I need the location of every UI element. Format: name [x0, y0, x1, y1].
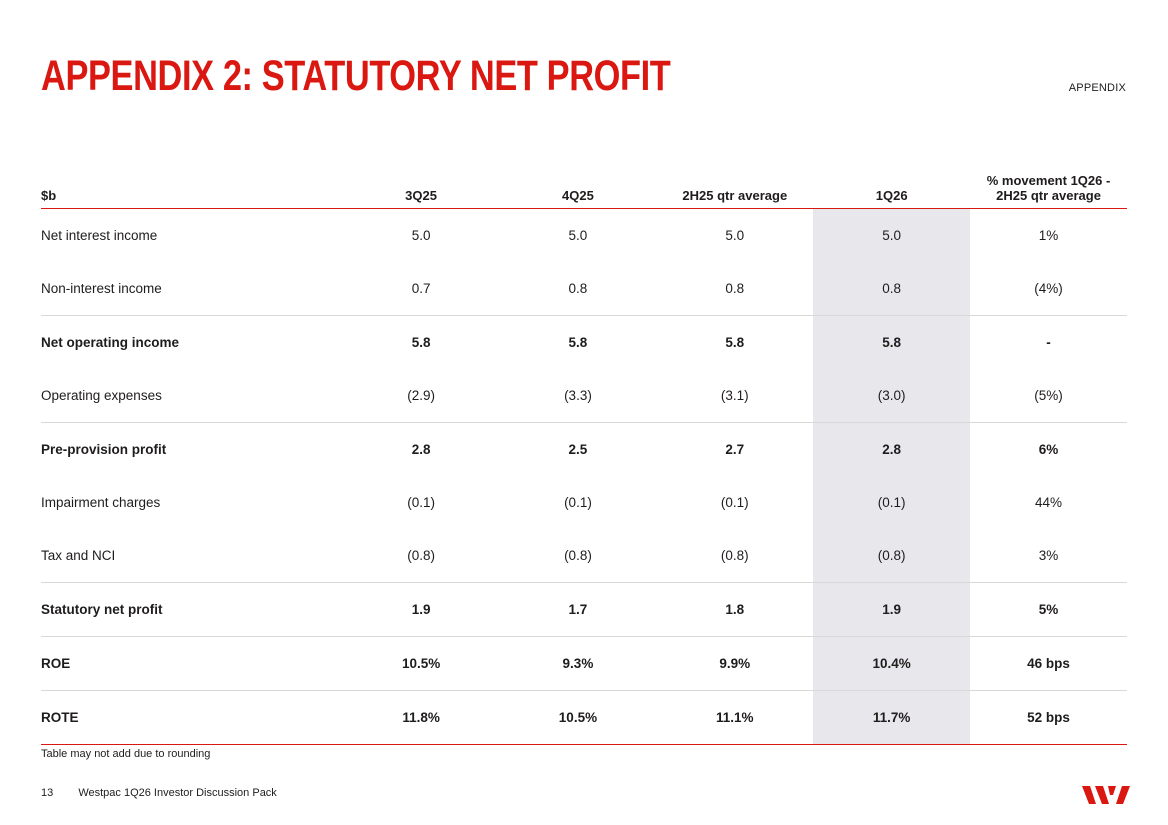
row-label: ROTE — [41, 690, 343, 745]
row-label: Statutory net profit — [41, 582, 343, 637]
row-label: Impairment charges — [41, 495, 161, 510]
column-header-3q25: 3Q25 — [342, 145, 500, 209]
row-label: Non-interest income — [41, 281, 162, 296]
cell-4q25: 0.8 — [568, 281, 588, 296]
table-row: ROTE 11.8% 10.5% 11.1% 11.7% 52 bps — [41, 690, 1127, 745]
cell-2h25-average: 5.0 — [725, 228, 745, 243]
cell-1q26: 5.0 — [813, 208, 971, 262]
cell-movement: (5%) — [1034, 388, 1063, 403]
cell-3q25: 0.7 — [411, 281, 431, 296]
table-row: Net interest income 5.0 5.0 5.0 5.0 1% — [41, 208, 1127, 262]
cell-movement: 52 bps — [970, 690, 1127, 745]
cell-1q26: 10.4% — [813, 636, 971, 691]
cell-2h25-average: 11.1% — [656, 690, 814, 745]
rounding-note: Table may not add due to rounding — [41, 748, 211, 760]
table-row: Statutory net profit 1.9 1.7 1.8 1.9 5% — [41, 582, 1127, 637]
cell-1q26: 11.7% — [813, 690, 971, 745]
page-title: APPENDIX 2: STATUTORY NET PROFIT — [41, 52, 671, 100]
document-title: Westpac 1Q26 Investor Discussion Pack — [78, 787, 277, 799]
cell-4q25: 9.3% — [499, 636, 657, 691]
cell-1q26: 0.8 — [813, 262, 971, 316]
cell-2h25-average: 9.9% — [656, 636, 814, 691]
cell-movement: (4%) — [1034, 281, 1063, 296]
table-row: Operating expenses (2.9) (3.3) (3.1) (3.… — [41, 369, 1127, 423]
column-header-units: $b — [41, 145, 343, 209]
footer: 13 Westpac 1Q26 Investor Discussion Pack — [41, 787, 277, 799]
table-header-row: $b 3Q25 4Q25 2H25 qtr average 1Q26 % mov… — [41, 145, 1127, 209]
row-label: ROE — [41, 636, 343, 691]
cell-1q26: (0.8) — [813, 529, 971, 583]
table-row: Impairment charges (0.1) (0.1) (0.1) (0.… — [41, 476, 1127, 529]
cell-movement: 1% — [1038, 228, 1059, 243]
cell-movement: 6% — [970, 422, 1127, 476]
cell-movement: 44% — [1035, 495, 1063, 510]
page-number: 13 — [41, 787, 54, 799]
cell-1q26: 5.8 — [813, 315, 971, 369]
cell-4q25: (0.8) — [564, 548, 592, 563]
cell-3q25: 5.8 — [342, 315, 500, 369]
cell-3q25: 1.9 — [342, 582, 500, 637]
row-label: Net operating income — [41, 315, 343, 369]
cell-1q26: (0.1) — [813, 476, 971, 529]
row-label: Pre-provision profit — [41, 422, 343, 476]
cell-1q26: 1.9 — [813, 582, 971, 637]
cell-2h25-average: 1.8 — [656, 582, 814, 637]
cell-4q25: (3.3) — [564, 388, 592, 403]
cell-3q25: 10.5% — [342, 636, 500, 691]
section-tag: APPENDIX — [1068, 82, 1126, 94]
cell-4q25: (0.1) — [564, 495, 592, 510]
cell-4q25: 10.5% — [499, 690, 657, 745]
cell-movement: - — [970, 315, 1127, 369]
column-header-movement: % movement 1Q26 - 2H25 qtr average — [970, 145, 1127, 209]
table-row: Tax and NCI (0.8) (0.8) (0.8) (0.8) 3% — [41, 529, 1127, 583]
column-header-1q26: 1Q26 — [813, 145, 971, 209]
cell-3q25: (0.8) — [407, 548, 435, 563]
cell-1q26: (3.0) — [813, 369, 971, 423]
column-header-4q25: 4Q25 — [499, 145, 657, 209]
cell-movement: 5% — [970, 582, 1127, 637]
cell-3q25: 11.8% — [342, 690, 500, 745]
table-row: Pre-provision profit 2.8 2.5 2.7 2.8 6% — [41, 422, 1127, 476]
westpac-logo-icon — [1082, 784, 1130, 811]
cell-2h25-average: 5.8 — [656, 315, 814, 369]
cell-2h25-average: 0.8 — [725, 281, 745, 296]
cell-3q25: (0.1) — [407, 495, 435, 510]
cell-movement: 46 bps — [970, 636, 1127, 691]
column-header-2h25-average: 2H25 qtr average — [656, 145, 814, 209]
cell-3q25: (2.9) — [407, 388, 435, 403]
table-row: Non-interest income 0.7 0.8 0.8 0.8 (4%) — [41, 262, 1127, 316]
cell-movement: 3% — [1038, 548, 1059, 563]
cell-4q25: 5.0 — [568, 228, 588, 243]
cell-4q25: 1.7 — [499, 582, 657, 637]
cell-2h25-average: (0.1) — [720, 495, 749, 510]
table-row: Net operating income 5.8 5.8 5.8 5.8 - — [41, 315, 1127, 369]
statutory-net-profit-table: $b 3Q25 4Q25 2H25 qtr average 1Q26 % mov… — [41, 145, 1127, 745]
row-label: Operating expenses — [41, 388, 162, 403]
cell-4q25: 5.8 — [499, 315, 657, 369]
cell-2h25-average: 2.7 — [656, 422, 814, 476]
cell-4q25: 2.5 — [499, 422, 657, 476]
cell-2h25-average: (3.1) — [720, 388, 749, 403]
cell-1q26: 2.8 — [813, 422, 971, 476]
cell-2h25-average: (0.8) — [720, 548, 749, 563]
row-label: Tax and NCI — [41, 548, 116, 563]
row-label: Net interest income — [41, 228, 158, 243]
table-row: ROE 10.5% 9.3% 9.9% 10.4% 46 bps — [41, 636, 1127, 691]
cell-3q25: 2.8 — [342, 422, 500, 476]
cell-3q25: 5.0 — [411, 228, 431, 243]
